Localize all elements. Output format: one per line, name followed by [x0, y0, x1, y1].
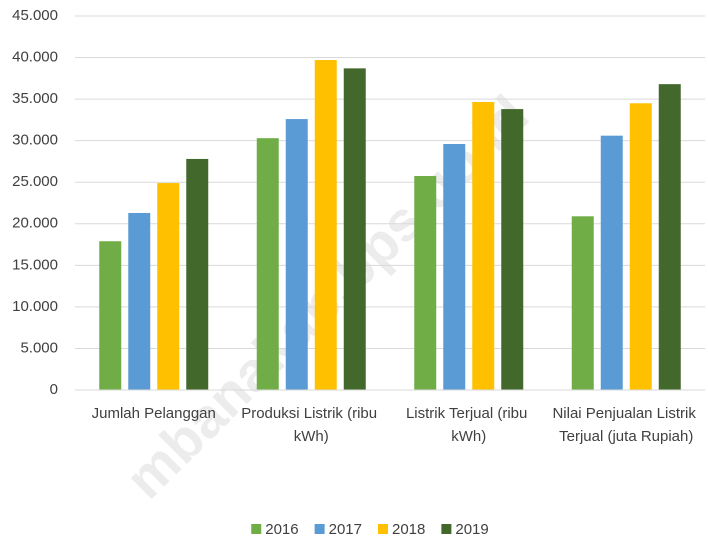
legend-swatch	[251, 524, 262, 534]
bar	[157, 183, 180, 390]
bar	[472, 102, 495, 391]
bar	[256, 138, 279, 390]
bar	[128, 212, 151, 390]
bar	[414, 175, 437, 390]
y-tick-label: 40.000	[12, 49, 58, 66]
bar	[343, 68, 366, 391]
bar	[285, 119, 308, 391]
y-tick-label: 30.000	[12, 132, 58, 149]
legend-label: 2016	[265, 521, 298, 538]
y-tick-label: 10.000	[12, 298, 58, 315]
legend-swatch	[378, 524, 388, 534]
legend: 2016 2017 2018 2019	[251, 521, 489, 538]
legend-label: 2019	[455, 521, 488, 538]
bar	[571, 216, 594, 390]
y-tick-label: 25.000	[12, 173, 58, 190]
y-tick-label: 20.000	[12, 215, 58, 232]
y-tick-label: 0	[50, 381, 58, 398]
x-tick-label: Jumlah Pelanggan	[92, 405, 216, 422]
bar	[443, 143, 466, 390]
legend-label: 2017	[329, 521, 362, 538]
x-tick-label: Produksi Listrik (ribu kWh)	[241, 405, 381, 445]
bar	[186, 158, 209, 390]
y-tick-label: 5.000	[20, 339, 58, 356]
bar	[629, 103, 652, 391]
bar	[99, 241, 122, 390]
legend-swatch	[441, 524, 452, 534]
x-tick-label: Listrik Terjual (ribu kWh)	[406, 405, 532, 445]
y-tick-label: 35.000	[12, 90, 58, 107]
bar	[658, 84, 681, 390]
y-tick-label: 45.000	[12, 7, 58, 24]
bar	[314, 60, 337, 390]
legend-swatch	[314, 524, 325, 534]
legend-label: 2018	[392, 521, 425, 538]
bar	[501, 109, 524, 390]
bar	[600, 135, 623, 390]
x-tick-label: Nilai Penjualan Listrik Terjual (juta Ru…	[552, 405, 700, 445]
y-tick-label: 15.000	[12, 256, 58, 273]
